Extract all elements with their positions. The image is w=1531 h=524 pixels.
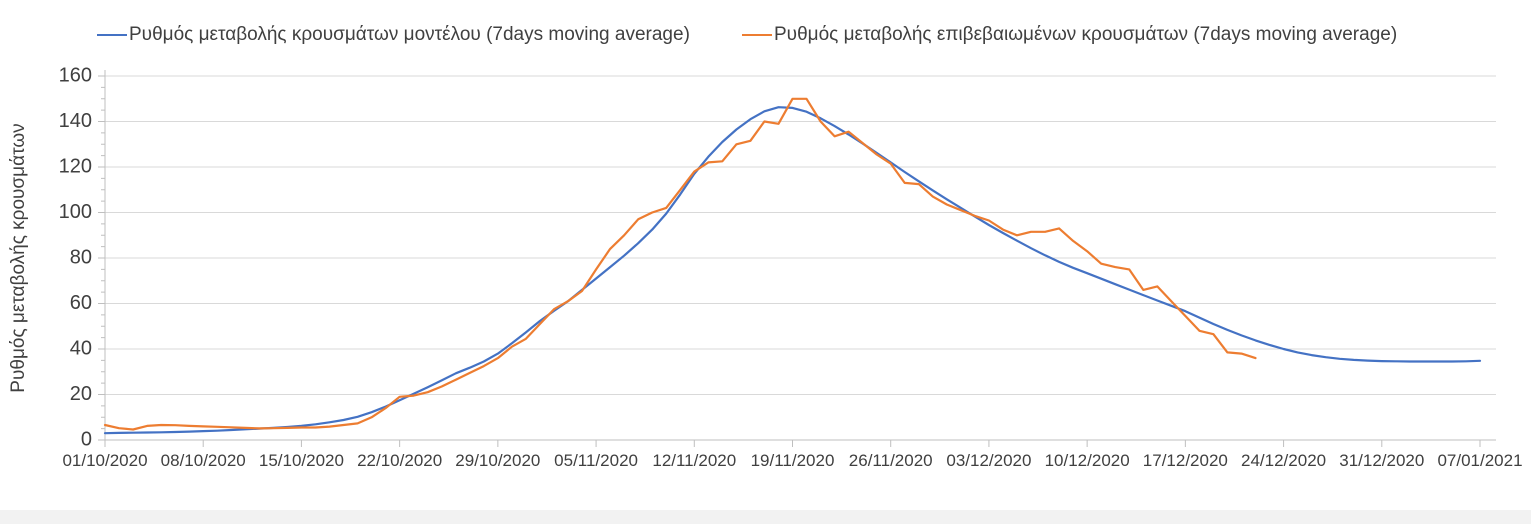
window-bottom-strip [0, 510, 1531, 524]
svg-text:08/10/2020: 08/10/2020 [161, 451, 246, 470]
svg-text:07/01/2021: 07/01/2021 [1437, 451, 1522, 470]
svg-text:80: 80 [70, 246, 92, 268]
svg-text:15/10/2020: 15/10/2020 [259, 451, 344, 470]
svg-text:100: 100 [59, 201, 92, 223]
svg-text:120: 120 [59, 155, 92, 177]
svg-text:60: 60 [70, 292, 92, 314]
svg-text:22/10/2020: 22/10/2020 [357, 451, 442, 470]
svg-text:26/11/2020: 26/11/2020 [849, 451, 933, 470]
svg-text:03/12/2020: 03/12/2020 [946, 451, 1031, 470]
svg-text:10/12/2020: 10/12/2020 [1045, 451, 1130, 470]
svg-text:20: 20 [70, 383, 92, 405]
svg-text:19/11/2020: 19/11/2020 [751, 451, 835, 470]
svg-text:12/11/2020: 12/11/2020 [652, 451, 736, 470]
chart-legend: Ρυθμός μεταβολής κρουσμάτων μοντέλου (7d… [0, 0, 1531, 50]
series-line-confirmed [103, 97, 1257, 431]
svg-text:24/12/2020: 24/12/2020 [1241, 451, 1326, 470]
axes [104, 70, 1496, 441]
legend-line-swatch-model-icon [97, 34, 127, 36]
x-axis-ticks [104, 440, 1481, 447]
series-line-model [103, 106, 1482, 435]
svg-text:31/12/2020: 31/12/2020 [1339, 451, 1424, 470]
svg-text:140: 140 [59, 110, 92, 132]
svg-text:29/10/2020: 29/10/2020 [455, 451, 540, 470]
svg-text:40: 40 [70, 337, 92, 359]
y-tick-labels: 0 20 40 60 80 100 120 140 160 [59, 64, 92, 450]
svg-text:01/10/2020: 01/10/2020 [62, 451, 147, 470]
svg-text:05/11/2020: 05/11/2020 [554, 451, 638, 470]
legend-label-confirmed: Ρυθμός μεταβολής επιβεβαιωμένων κρουσμάτ… [774, 24, 1398, 45]
y-axis-ticks [98, 75, 105, 441]
legend-item-model: Ρυθμός μεταβολής κρουσμάτων μοντέλου (7d… [97, 24, 690, 46]
y-axis-title: Ρυθμός μεταβολής κρουσμάτων [8, 123, 29, 393]
legend-label-model: Ρυθμός μεταβολής κρουσμάτων μοντέλου (7d… [129, 24, 690, 45]
svg-text:160: 160 [59, 64, 92, 86]
y-gridlines [105, 75, 1496, 395]
svg-text:17/12/2020: 17/12/2020 [1143, 451, 1228, 470]
svg-text:0: 0 [81, 428, 92, 450]
legend-item-confirmed: Ρυθμός μεταβολής επιβεβαιωμένων κρουσμάτ… [742, 24, 1397, 46]
x-tick-labels: 01/10/2020 08/10/2020 15/10/2020 22/10/2020… [62, 451, 1522, 470]
legend-line-swatch-confirmed-icon [742, 34, 772, 36]
